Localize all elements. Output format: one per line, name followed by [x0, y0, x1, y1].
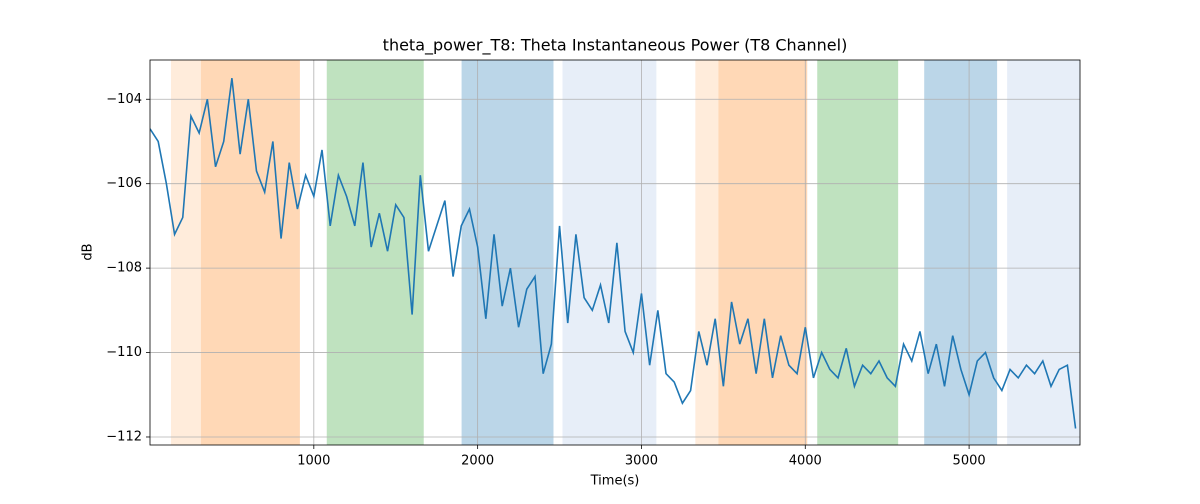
- x-tick-label: 1000: [297, 454, 330, 469]
- x-axis-label: Time(s): [590, 474, 640, 489]
- y-tick-label: −108: [106, 261, 142, 276]
- chart-title: theta_power_T8: Theta Instantaneous Powe…: [383, 36, 848, 56]
- shaded-span: [718, 60, 808, 445]
- x-tick-label: 4000: [789, 454, 822, 469]
- shaded-span: [170, 60, 201, 445]
- y-tick-label: −106: [106, 176, 142, 191]
- shaded-span: [817, 60, 899, 445]
- x-tick-label: 2000: [461, 454, 494, 469]
- plot-frame: [149, 59, 1081, 446]
- data-line: [150, 78, 1077, 429]
- shaded-span: [461, 60, 554, 445]
- x-tick-label: 5000: [953, 454, 986, 469]
- y-tick-label: −112: [106, 429, 142, 444]
- x-tick-label: 3000: [625, 454, 658, 469]
- y-tick-label: −104: [106, 92, 142, 107]
- shaded-span: [924, 60, 998, 445]
- y-axis-label: dB: [81, 243, 96, 260]
- shaded-span: [695, 60, 719, 445]
- shaded-span: [326, 60, 424, 445]
- shaded-span: [1007, 60, 1080, 445]
- y-tick-label: −110: [106, 345, 142, 360]
- shaded-span: [562, 60, 657, 445]
